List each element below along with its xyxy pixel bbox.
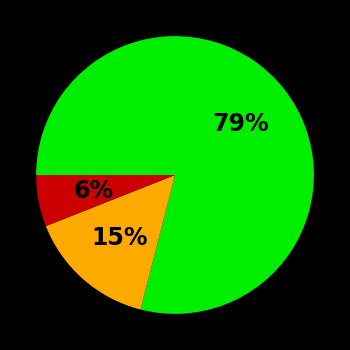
Text: 15%: 15% — [92, 225, 148, 250]
Text: 6%: 6% — [73, 178, 113, 203]
Text: 79%: 79% — [212, 112, 269, 136]
Wedge shape — [36, 36, 314, 314]
Wedge shape — [46, 175, 175, 309]
Wedge shape — [36, 175, 175, 226]
